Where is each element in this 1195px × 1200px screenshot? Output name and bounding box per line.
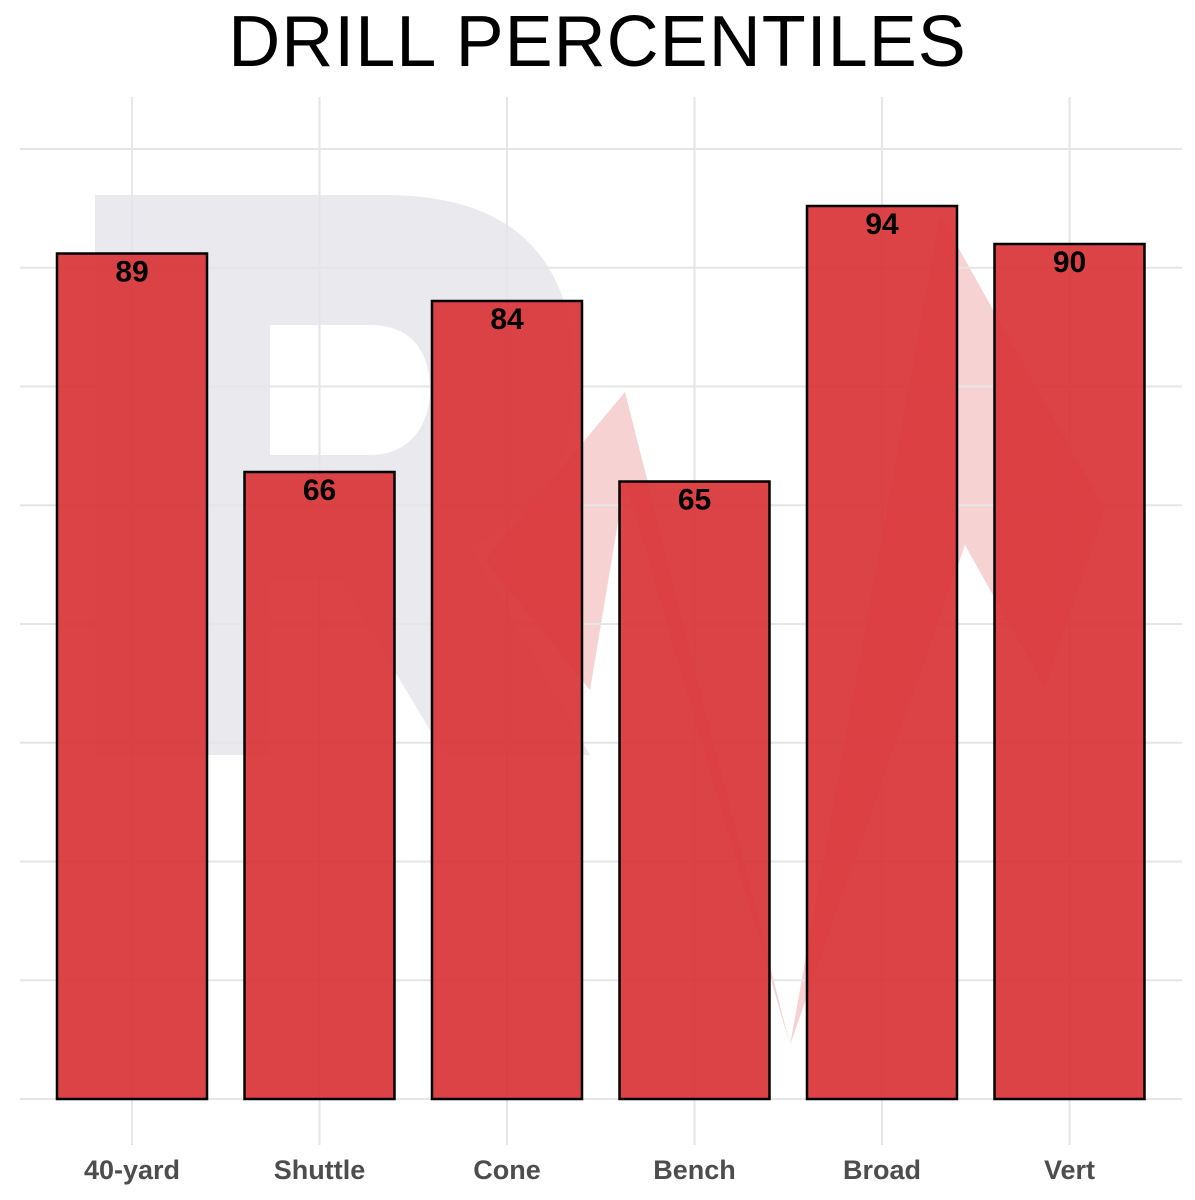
x-axis-tick-labels: 40-yard Shuttle Cone Bench Broad Vert — [84, 1155, 1095, 1185]
value-labels: 89 66 84 65 94 90 — [115, 208, 1086, 517]
bar-shuttle — [243, 470, 396, 1101]
x-tick-label: Broad — [843, 1155, 921, 1185]
x-tick-label: Vert — [1044, 1155, 1095, 1185]
data-label: 89 — [115, 256, 148, 289]
x-tick-label: Shuttle — [274, 1155, 366, 1185]
bar-vert — [993, 242, 1146, 1101]
x-tick-label: Bench — [653, 1155, 736, 1185]
x-tick-label: 40-yard — [84, 1155, 180, 1185]
bar-broad — [805, 204, 959, 1101]
bar-40-yard — [55, 252, 209, 1101]
chart-title: DRILL PERCENTILES — [228, 2, 967, 82]
bar-bench — [618, 480, 771, 1101]
bar-cone — [430, 299, 584, 1101]
x-tick-label: Cone — [473, 1155, 541, 1185]
data-label: 84 — [490, 303, 524, 336]
data-label: 65 — [678, 484, 711, 517]
data-label: 94 — [865, 208, 899, 241]
data-label: 66 — [303, 474, 336, 507]
bars — [55, 204, 1146, 1101]
data-label: 90 — [1053, 246, 1086, 279]
